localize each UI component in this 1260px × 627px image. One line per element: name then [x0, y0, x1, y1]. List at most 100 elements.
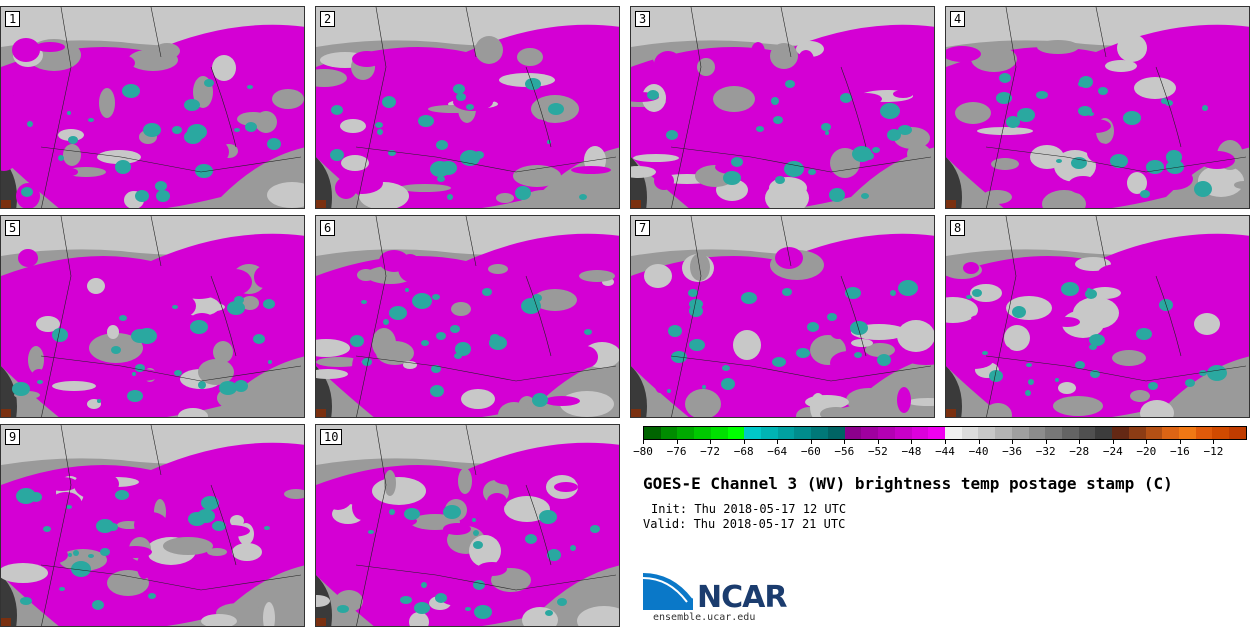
colorbar-swatch [677, 427, 695, 439]
colorbar-swatch [1229, 427, 1246, 439]
colorbar-tick-mark [710, 440, 712, 444]
colorbar-swatch [827, 427, 845, 439]
colorbar-tick-label: −40 [968, 445, 989, 458]
colorbar-tick-label: −60 [800, 445, 821, 458]
colorbar-tick-label: −36 [1002, 445, 1023, 458]
water-vapor-map [316, 425, 619, 626]
panel-label: 8 [950, 220, 966, 236]
colorbar-swatch [1078, 427, 1096, 439]
colorbar-swatch [644, 427, 661, 439]
colorbar-ticks: −80 −76 −72 −68 −64 −60 −56 −52 −48 −44 −40 −36 −32−… [633, 440, 1247, 460]
colorbar-tick-mark [743, 440, 745, 444]
colorbar-tick-mark [1045, 440, 1047, 444]
panel-5: 5 [0, 215, 305, 418]
panel-label: 4 [950, 11, 966, 27]
panel-1: 1 [0, 6, 305, 209]
colorbar-swatch [1162, 427, 1179, 439]
colorbar-tick-mark [1012, 440, 1014, 444]
panel-label: 1 [5, 11, 21, 27]
water-vapor-map [631, 216, 934, 417]
ncar-url[interactable]: ensemble.ucar.edu [653, 612, 756, 623]
colorbar-swatch [1179, 427, 1196, 439]
panel-label: 2 [320, 11, 336, 27]
water-vapor-map [1, 7, 304, 208]
colorbar-swatch [878, 427, 895, 439]
colorbar-tick-label: −48 [901, 445, 922, 458]
panel-label: 5 [5, 220, 21, 236]
colorbar-swatch [1045, 427, 1062, 439]
colorbar-tick-label: −12 [1203, 445, 1224, 458]
colorbar-tick-mark [1179, 440, 1181, 444]
colorbar-swatch [894, 427, 912, 439]
panel-label: 9 [5, 429, 21, 445]
colorbar-tick-mark [1146, 440, 1148, 444]
panel-8: 8 [945, 215, 1250, 418]
colorbar-tick-mark [676, 440, 678, 444]
colorbar-swatch [928, 427, 945, 439]
panel-2: 2 [315, 6, 620, 209]
colorbar-tick-mark [1112, 440, 1114, 444]
colorbar-swatch [1128, 427, 1146, 439]
ncar-logo-text: NCAR [697, 580, 787, 615]
colorbar-tick-label: −52 [867, 445, 888, 458]
colorbar-swatch [1195, 427, 1213, 439]
colorbar-tick-label: −20 [1136, 445, 1157, 458]
colorbar-swatch [861, 427, 879, 439]
colorbar-tick-label: −16 [1169, 445, 1190, 458]
colorbar-swatch [844, 427, 862, 439]
colorbar-swatch [911, 427, 929, 439]
init-time: Init: Thu 2018-05-17 12 UTC [651, 502, 847, 516]
colorbar [643, 426, 1247, 440]
colorbar-tick-mark [810, 440, 812, 444]
panel-4: 4 [945, 6, 1250, 209]
colorbar-tick-label: −56 [834, 445, 855, 458]
colorbar-swatch [1145, 427, 1163, 439]
water-vapor-map [1, 216, 304, 417]
colorbar-tick-label: −72 [700, 445, 721, 458]
colorbar-swatch [710, 427, 728, 439]
colorbar-tick-mark [1213, 440, 1215, 444]
colorbar-swatch [761, 427, 778, 439]
ncar-logo-icon [643, 571, 694, 610]
panel-label: 3 [635, 11, 651, 27]
colorbar-tick-label: −28 [1069, 445, 1090, 458]
colorbar-swatch [1061, 427, 1079, 439]
colorbar-swatch [995, 427, 1012, 439]
water-vapor-map [1, 425, 304, 626]
colorbar-tick-mark [945, 440, 946, 444]
colorbar-tick-mark [844, 440, 846, 444]
colorbar-swatch [1095, 427, 1113, 439]
colorbar-swatch [961, 427, 979, 439]
panel-6: 6 [315, 215, 620, 418]
colorbar-tick-label: −80 [633, 445, 653, 458]
colorbar-swatch [978, 427, 996, 439]
colorbar-swatch [1212, 427, 1230, 439]
colorbar-swatch [1028, 427, 1046, 439]
panel-label: 6 [320, 220, 336, 236]
colorbar-tick-label: −76 [666, 445, 687, 458]
colorbar-tick-label: −68 [733, 445, 754, 458]
colorbar-swatch [727, 427, 745, 439]
chart-title: GOES-E Channel 3 (WV) brightness temp po… [643, 474, 1173, 493]
colorbar-tick-label: −64 [767, 445, 788, 458]
colorbar-swatch [777, 427, 795, 439]
colorbar-tick-mark [978, 440, 980, 444]
water-vapor-map [316, 7, 619, 208]
panel-9: 9 [0, 424, 305, 627]
water-vapor-map [946, 7, 1249, 208]
panel-3: 3 [630, 6, 935, 209]
panel-7: 7 [630, 215, 935, 418]
colorbar-tick-mark [877, 440, 879, 444]
colorbar-tick-mark [777, 440, 779, 444]
valid-time: Valid: Thu 2018-05-17 21 UTC [643, 517, 846, 531]
colorbar-tick-mark [643, 440, 644, 444]
panel-10: 10 [315, 424, 620, 627]
colorbar-swatch [811, 427, 828, 439]
colorbar-swatch [744, 427, 762, 439]
colorbar-swatch [1011, 427, 1029, 439]
colorbar-tick-mark [1079, 440, 1081, 444]
colorbar-tick-label: −44 [935, 445, 955, 458]
colorbar-swatch [694, 427, 711, 439]
colorbar-tick-mark [911, 440, 913, 444]
water-vapor-map [946, 216, 1249, 417]
